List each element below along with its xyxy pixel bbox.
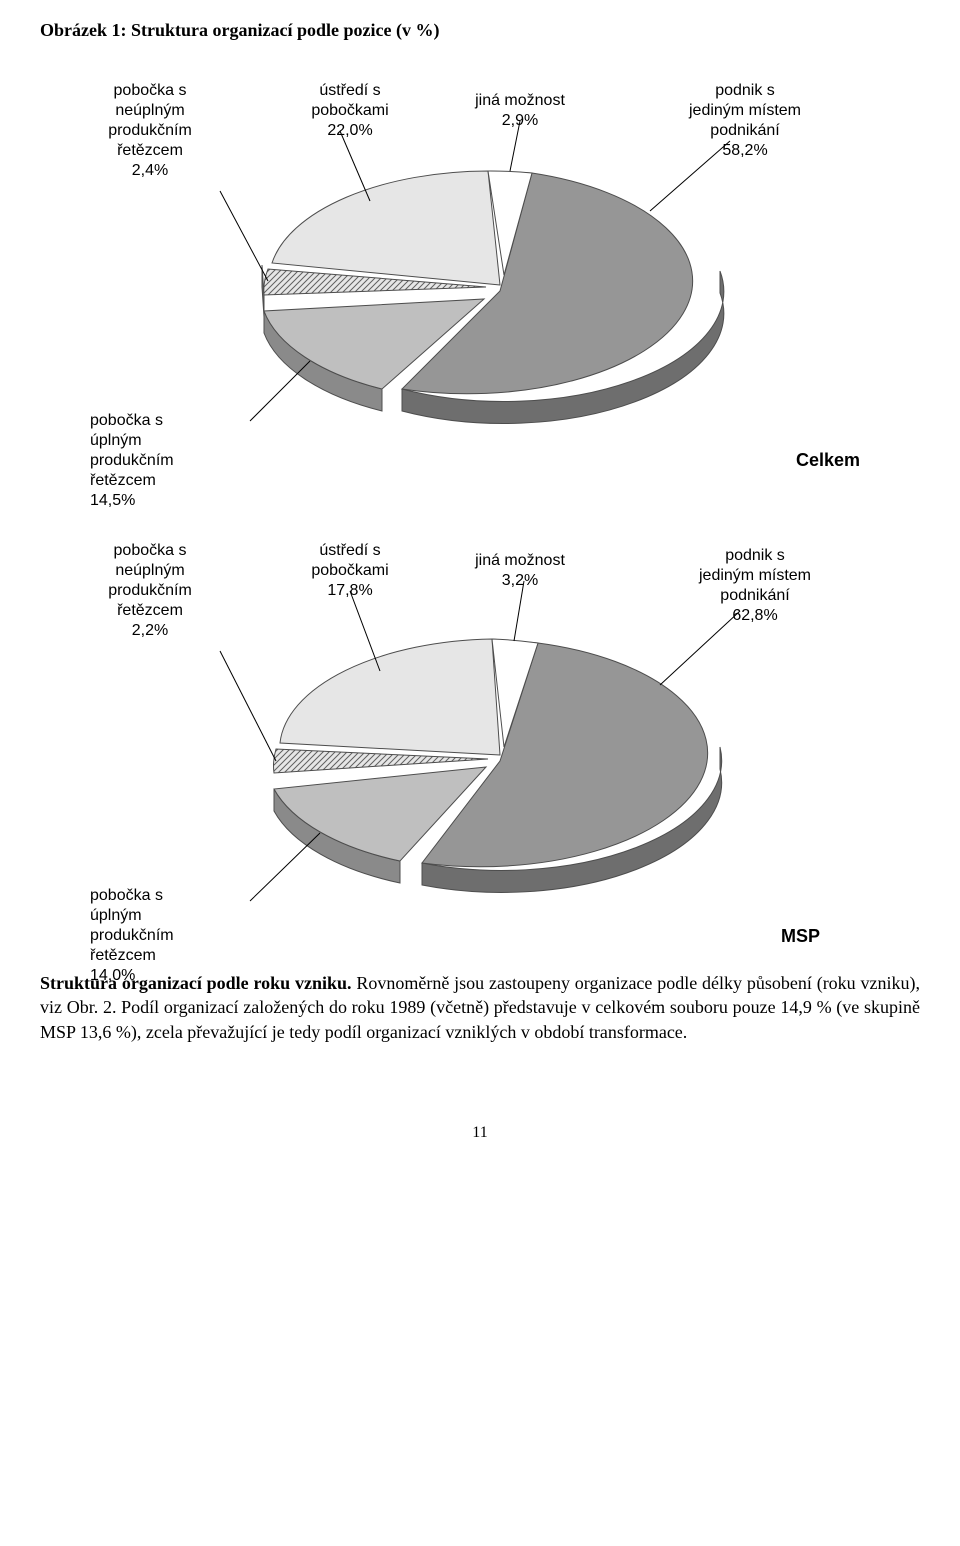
figure-title: Obrázek 1: Struktura organizací podle po… xyxy=(40,20,920,41)
label-ustredi-2: ústředí s pobočkami 17,8% xyxy=(290,541,410,601)
chart1-title: Celkem xyxy=(796,450,860,471)
label-neuplny-1: pobočka s neúplným produkčním řetězcem 2… xyxy=(80,81,220,181)
label-neuplny-2: pobočka s neúplným produkčním řetězcem 2… xyxy=(80,541,220,641)
label-ustredi-1: ústředí s pobočkami 22,0% xyxy=(290,81,410,141)
label-uplny-1: pobočka s úplným produkčním řetězcem 14,… xyxy=(90,411,230,511)
label-jina-2: jiná možnost 3,2% xyxy=(450,551,590,591)
page-number: 11 xyxy=(40,1124,920,1142)
label-podnik-2: podnik s jediným místem podnikání 62,8% xyxy=(670,546,840,626)
label-jina-1: jiná možnost 2,9% xyxy=(450,91,590,131)
label-podnik-1: podnik s jediným místem podnikání 58,2% xyxy=(660,81,830,161)
chart-msp: pobočka s neúplným produkčním řetězcem 2… xyxy=(40,521,920,941)
chart-celkem: pobočka s neúplným produkčním řetězcem 2… xyxy=(40,61,920,461)
label-uplny-2: pobočka s úplným produkčním řetězcem 14,… xyxy=(90,886,230,986)
chart2-title: MSP xyxy=(781,926,820,947)
